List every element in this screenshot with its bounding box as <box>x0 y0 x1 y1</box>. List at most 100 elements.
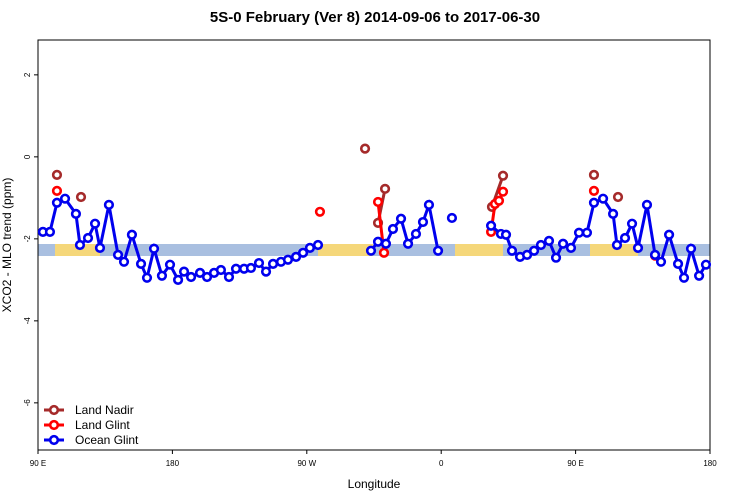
point <box>94 242 106 253</box>
series <box>37 193 712 285</box>
x-tick-label: 180 <box>703 459 717 468</box>
point <box>89 218 101 229</box>
point <box>565 242 577 253</box>
point <box>485 220 497 231</box>
land-strip <box>55 244 100 256</box>
point <box>588 169 600 180</box>
point <box>626 218 638 229</box>
point <box>685 243 697 254</box>
legend-label: Land Glint <box>75 418 130 432</box>
y-tick-label: -2 <box>23 235 32 243</box>
point <box>148 243 160 254</box>
x-tick-label: 180 <box>166 459 180 468</box>
point <box>372 236 384 247</box>
y-axis-label: XCO2 - MLO trend (ppm) <box>0 178 14 313</box>
land-strip <box>455 244 503 256</box>
x-tick-label: 90 E <box>567 459 583 468</box>
point <box>535 239 547 251</box>
point <box>126 229 138 240</box>
point <box>607 208 619 219</box>
plot-frame <box>37 39 711 451</box>
point <box>156 270 168 281</box>
y-tick-label: 0 <box>23 154 32 159</box>
point <box>290 251 302 262</box>
x-tick-label: 0 <box>439 459 444 468</box>
point <box>282 254 294 265</box>
point <box>641 199 653 210</box>
land-strip <box>590 244 638 256</box>
point <box>178 266 190 277</box>
point <box>402 238 414 249</box>
point <box>365 245 377 256</box>
y-tick-label: -6 <box>23 399 32 407</box>
point <box>44 226 56 237</box>
point <box>253 257 265 269</box>
point <box>185 271 197 283</box>
y-tick-label: -4 <box>23 317 32 325</box>
point <box>410 228 422 240</box>
point <box>51 197 63 208</box>
point <box>172 274 184 285</box>
point <box>543 235 555 246</box>
point <box>663 229 675 240</box>
point <box>51 185 63 196</box>
legend-label: Ocean Glint <box>75 433 139 447</box>
point <box>493 195 505 206</box>
point <box>82 232 94 244</box>
point <box>164 259 176 270</box>
point <box>245 262 257 274</box>
legend-swatch <box>48 434 60 446</box>
point <box>59 193 71 204</box>
point <box>359 143 371 154</box>
point <box>201 271 213 283</box>
chart-title: 5S-0 February (Ver 8) 2014-09-06 to 2017… <box>210 9 540 26</box>
point <box>649 249 661 260</box>
point <box>557 238 569 249</box>
point <box>230 263 242 274</box>
point <box>423 199 435 210</box>
point <box>75 191 87 203</box>
point <box>135 258 147 269</box>
point <box>74 239 86 251</box>
point <box>497 170 509 181</box>
point <box>118 256 130 267</box>
legend-swatch <box>48 404 60 416</box>
point <box>581 227 593 238</box>
point <box>312 239 324 251</box>
point <box>379 183 391 194</box>
point <box>372 196 384 208</box>
point <box>693 270 705 281</box>
point <box>70 208 82 219</box>
point <box>588 197 600 208</box>
point <box>141 272 153 283</box>
point <box>672 258 684 269</box>
y-tick-label: 2 <box>23 72 32 77</box>
x-tick-label: 90 W <box>297 459 316 468</box>
point <box>528 245 540 256</box>
point <box>700 259 712 270</box>
point <box>632 242 644 253</box>
point <box>378 247 390 258</box>
point <box>432 245 444 256</box>
point <box>103 199 115 210</box>
land-strip <box>318 244 373 256</box>
point <box>506 245 518 256</box>
point <box>194 267 206 278</box>
legend-swatch <box>48 419 60 431</box>
point <box>500 229 512 240</box>
point <box>619 232 631 244</box>
point <box>112 249 124 260</box>
point <box>417 216 429 228</box>
point <box>314 206 326 217</box>
point <box>678 272 690 283</box>
point <box>380 238 392 249</box>
legend-label: Land Nadir <box>75 403 134 417</box>
point <box>573 227 585 238</box>
point <box>395 213 407 224</box>
point <box>550 252 562 263</box>
point <box>215 264 227 276</box>
point <box>521 249 533 260</box>
point <box>612 191 624 203</box>
x-tick-label: 90 E <box>30 459 46 468</box>
